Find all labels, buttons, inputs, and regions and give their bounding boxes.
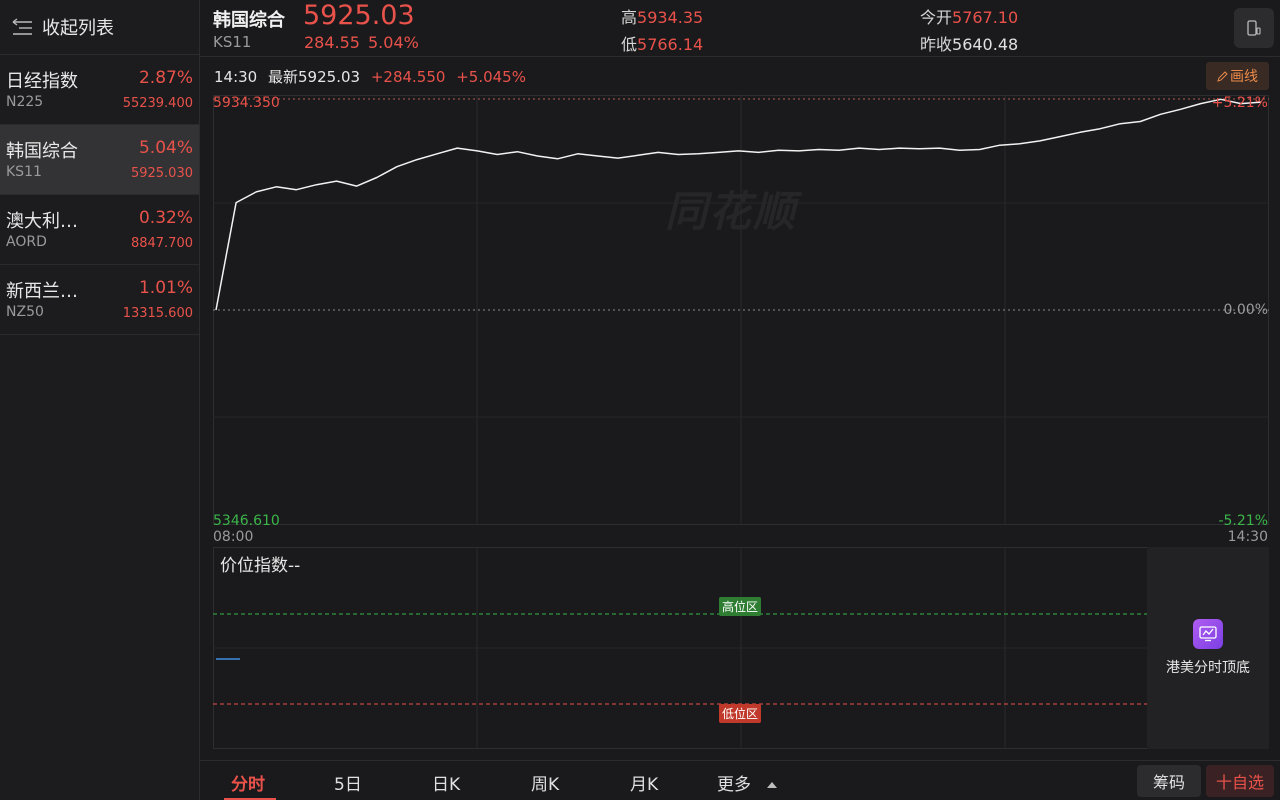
- sidebar-item-n225[interactable]: 日经指数 N225 2.87% 55239.400: [0, 55, 199, 125]
- indicator-title: 价位指数--: [220, 556, 301, 576]
- pct-axis-low-label: -5.21%: [1218, 513, 1268, 529]
- prev-close-label: 昨收: [920, 35, 953, 54]
- sidebar-item-name: 新西兰…: [6, 281, 78, 302]
- sidebar-item-pct: 0.32%: [138, 208, 193, 228]
- stock-code: KS11: [213, 33, 252, 51]
- intraday-chart[interactable]: [213, 95, 1269, 525]
- chip-distribution-button[interactable]: 筹码: [1137, 765, 1201, 797]
- y-axis-high-label: 5934.350: [213, 95, 280, 111]
- low-label: 低: [621, 35, 638, 54]
- device-switch-button[interactable]: [1234, 8, 1274, 48]
- pct-axis-high-label: +5.21%: [1211, 95, 1268, 111]
- indicator-panel[interactable]: [213, 547, 1269, 749]
- prev-close-stat: 昨收5640.48: [920, 31, 1018, 55]
- pct-axis-mid-label: 0.00%: [1223, 302, 1268, 318]
- time-axis-start-label: 08:00: [213, 529, 254, 545]
- promo-label: 港美分时顶底: [1166, 660, 1250, 676]
- sidebar-item-aord[interactable]: 澳大利… AORD 0.32% 8847.700: [0, 195, 199, 265]
- sidebar-item-pct: 2.87%: [138, 68, 193, 88]
- chart-monitor-icon: [1193, 619, 1223, 649]
- tab-more[interactable]: 更多: [717, 770, 778, 795]
- info-time: 14:30: [214, 68, 258, 86]
- high-value: 5934.35: [637, 8, 704, 27]
- open-stat: 今开5767.10: [920, 4, 1018, 28]
- high-stat: 高5934.35: [621, 4, 703, 28]
- sidebar-item-value: 13315.600: [122, 306, 193, 321]
- active-tab-underline: [224, 798, 276, 800]
- low-value: 5766.14: [637, 35, 704, 54]
- caret-up-icon: [767, 782, 778, 788]
- sidebar-item-name: 澳大利…: [6, 211, 78, 232]
- info-change-pct: +5.045%: [456, 68, 526, 86]
- sidebar-item-value: 8847.700: [130, 236, 193, 251]
- chart-grid: [213, 95, 1269, 525]
- info-change: +284.550: [370, 68, 446, 86]
- info-latest: 最新5925.03: [268, 68, 361, 86]
- low-zone-tag: 低位区: [719, 704, 762, 723]
- stock-name: 韩国综合: [213, 10, 285, 31]
- sidebar-item-name: 韩国综合: [6, 141, 78, 162]
- price-series-line: [215, 98, 1262, 311]
- chart-period-tabbar: 分时 5日 日K 周K 月K 更多 筹码 十自选: [200, 760, 1280, 800]
- open-label: 今开: [920, 8, 953, 27]
- sidebar-item-code: AORD: [6, 234, 47, 250]
- tab-weekly-k[interactable]: 周K: [531, 775, 560, 795]
- high-zone-tag: 高位区: [719, 597, 762, 616]
- prev-close-value: 5640.48: [952, 35, 1019, 54]
- sidebar-item-pct: 5.04%: [138, 138, 193, 158]
- price-change-pct: 5.04%: [368, 33, 419, 52]
- quote-header: 韩国综合 KS11 5925.03 284.55 5.04% 高5934.35 …: [200, 0, 1280, 57]
- device-icon: [1247, 20, 1261, 36]
- sidebar-item-ks11[interactable]: 韩国综合 KS11 5.04% 5925.030: [0, 125, 199, 195]
- open-value: 5767.10: [952, 8, 1019, 27]
- low-stat: 低5766.14: [621, 31, 703, 55]
- current-price: 5925.03: [303, 0, 415, 31]
- tab-5day[interactable]: 5日: [334, 775, 362, 795]
- sidebar-item-nz50[interactable]: 新西兰… NZ50 1.01% 13315.600: [0, 265, 199, 335]
- sidebar-item-value: 55239.400: [122, 96, 193, 111]
- high-label: 高: [621, 8, 638, 27]
- tab-monthly-k[interactable]: 月K: [630, 775, 659, 795]
- add-favorite-button[interactable]: 十自选: [1206, 765, 1274, 797]
- stock-sidebar: 收起列表 日经指数 N225 2.87% 55239.400 韩国综合 KS11…: [0, 0, 200, 800]
- sidebar-item-code: N225: [6, 94, 44, 110]
- collapse-list-button[interactable]: 收起列表: [0, 0, 199, 55]
- sidebar-item-value: 5925.030: [130, 166, 193, 181]
- draw-line-label: 画线: [1230, 69, 1258, 85]
- sidebar-item-pct: 1.01%: [138, 278, 193, 298]
- pencil-icon: [1217, 70, 1228, 82]
- chart-info-bar: 14:30 最新5925.03 +284.550 +5.045%: [214, 66, 532, 87]
- tab-daily-k[interactable]: 日K: [432, 775, 461, 795]
- time-axis-end-label: 14:30: [1227, 529, 1268, 545]
- hk-us-top-bottom-promo[interactable]: 港美分时顶底: [1147, 547, 1269, 749]
- y-axis-low-label: 5346.610: [213, 513, 280, 529]
- brand-watermark: 同花顺: [665, 187, 798, 236]
- collapse-list-icon: [12, 18, 34, 36]
- tab-more-label: 更多: [717, 775, 751, 795]
- draw-line-button[interactable]: 画线: [1206, 62, 1269, 90]
- tab-intraday[interactable]: 分时: [231, 775, 265, 795]
- sidebar-item-code: KS11: [6, 164, 42, 180]
- sidebar-item-name: 日经指数: [6, 71, 78, 92]
- price-change: 284.55: [304, 33, 360, 52]
- collapse-list-label: 收起列表: [42, 18, 114, 39]
- sidebar-item-code: NZ50: [6, 304, 44, 320]
